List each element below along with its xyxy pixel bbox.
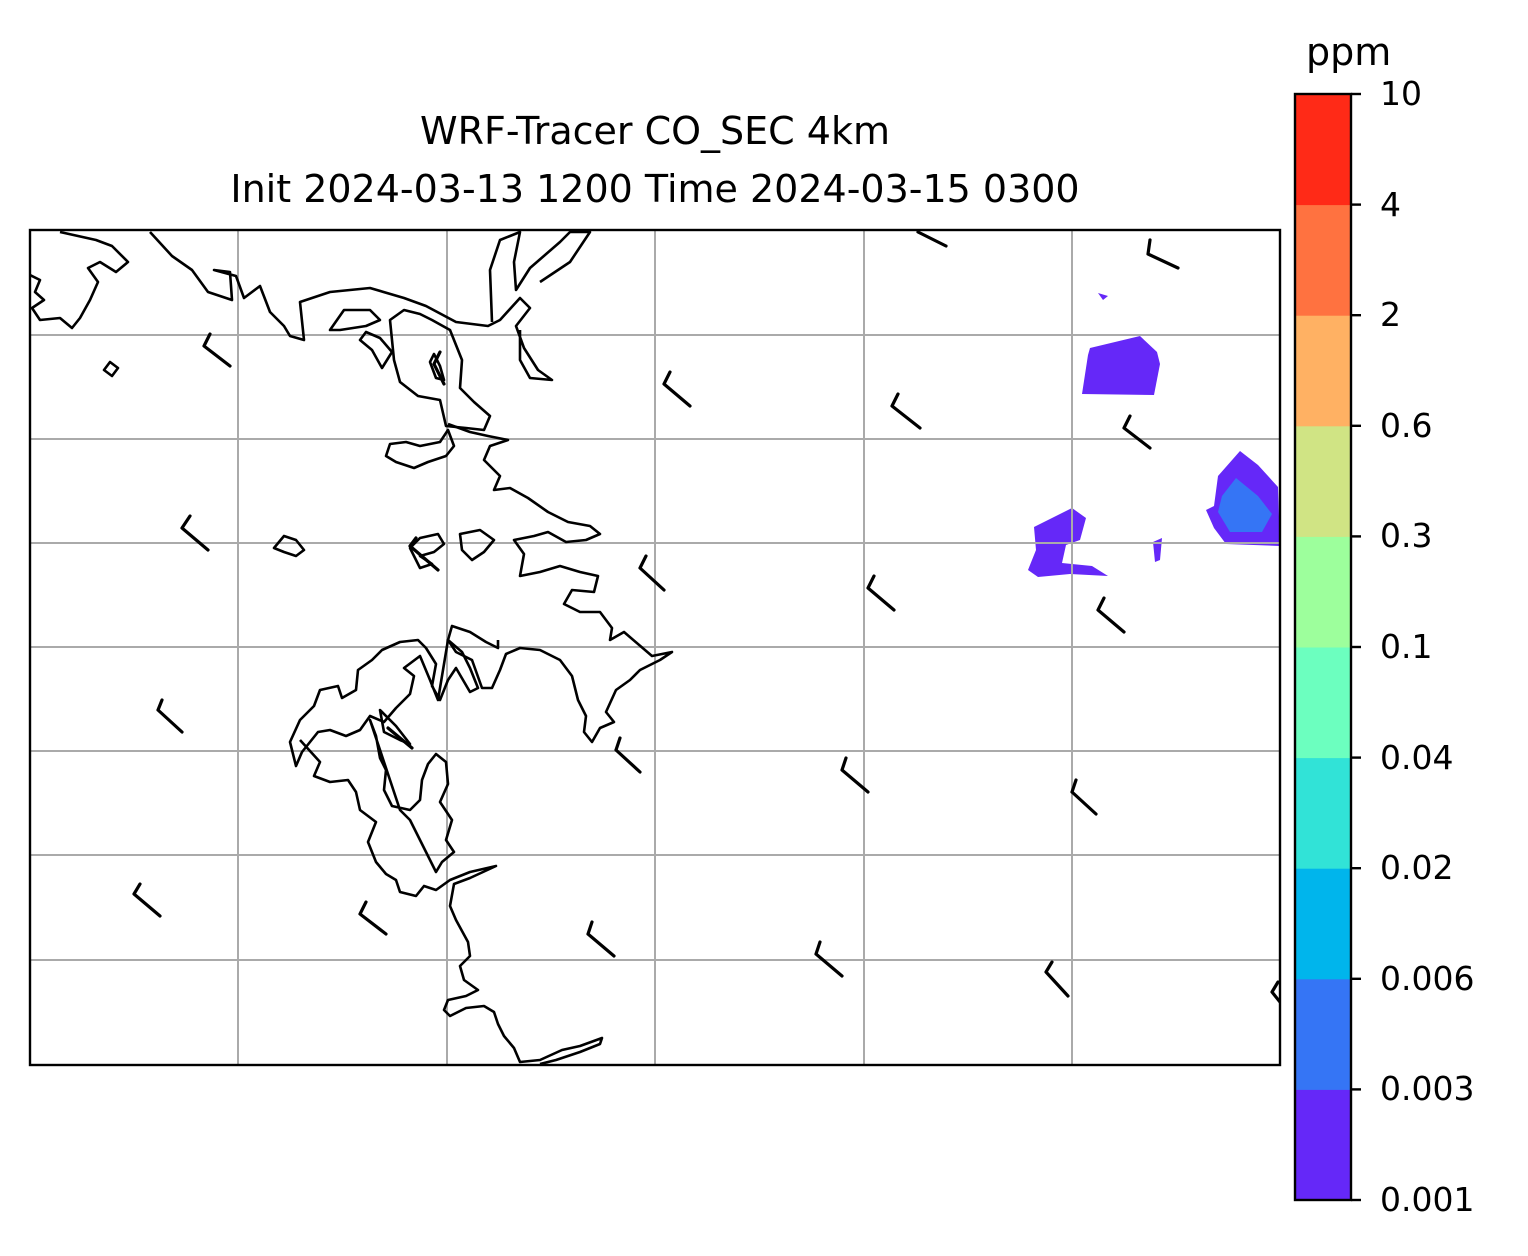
wind-barb (890, 392, 922, 430)
wind-barb (408, 536, 440, 572)
colorbar-tick-label: 2 (1380, 295, 1401, 335)
wind-barb (156, 698, 184, 734)
colorbar-tick-label: 0.04 (1380, 737, 1454, 777)
wind-barb (1044, 960, 1070, 998)
colorbar-tick-label: 0.3 (1380, 516, 1433, 556)
colorbar-bin-0 (1295, 1089, 1351, 1201)
wind-barb (840, 756, 870, 794)
colorbar-bin-6 (1295, 425, 1351, 537)
wind-barb (1070, 778, 1098, 816)
colorbar-tick-label: 0.1 (1380, 627, 1433, 666)
colorbar (1293, 92, 1361, 1202)
colorbar-bin-1 (1295, 978, 1351, 1090)
wind-barb (1146, 238, 1180, 270)
wind-barb (132, 882, 162, 918)
wind-barbs (132, 230, 1280, 1004)
map-frame (28, 228, 1282, 1067)
wind-barb (358, 900, 388, 936)
wind-barb (866, 574, 896, 612)
contour-plume-1 (1082, 336, 1160, 395)
wind-barb (1122, 414, 1152, 450)
contour-plume-2 (1098, 293, 1108, 300)
coastlines (30, 230, 674, 1065)
wind-barb (1096, 596, 1126, 634)
wind-barb (638, 554, 666, 592)
colorbar-bin-7 (1295, 315, 1351, 427)
colorbar-tick-label: 0.001 (1380, 1180, 1475, 1219)
wind-barb (202, 332, 232, 368)
colorbar-unit-label: ppm (1306, 30, 1392, 74)
colorbar-tick-label: 0.6 (1380, 405, 1433, 445)
colorbar-tick-label: 10 (1380, 74, 1422, 113)
colorbar-bin-4 (1295, 647, 1351, 759)
wind-barb (916, 230, 948, 248)
colorbar-bin-9 (1295, 94, 1351, 206)
wind-barb (386, 726, 414, 750)
wind-barb (614, 736, 642, 774)
wind-barb (814, 940, 844, 978)
contour-plume-4 (1153, 538, 1162, 562)
colorbar-tick-label: 4 (1380, 184, 1401, 224)
map-subtitle: Init 2024-03-13 1200 Time 2024-03-15 030… (230, 167, 1080, 211)
colorbar-bin-3 (1295, 757, 1351, 869)
wind-barb (180, 514, 210, 552)
contour-plume-5-core (1218, 478, 1272, 532)
map-title: WRF-Tracer CO_SEC 4km (420, 109, 890, 153)
wind-barb (662, 370, 692, 408)
colorbar-tick-label: 0.006 (1380, 958, 1475, 998)
wind-barb (1270, 980, 1280, 1004)
colorbar-bin-5 (1295, 536, 1351, 648)
colorbar-bin-2 (1295, 868, 1351, 980)
colorbar-tick-label: 0.003 (1380, 1069, 1475, 1109)
colorbar-tick-label: 0.02 (1380, 848, 1454, 888)
gridlines (30, 230, 1280, 1065)
wind-barb (432, 350, 446, 386)
colorbar-bin-8 (1295, 204, 1351, 316)
wind-barb (586, 920, 616, 958)
